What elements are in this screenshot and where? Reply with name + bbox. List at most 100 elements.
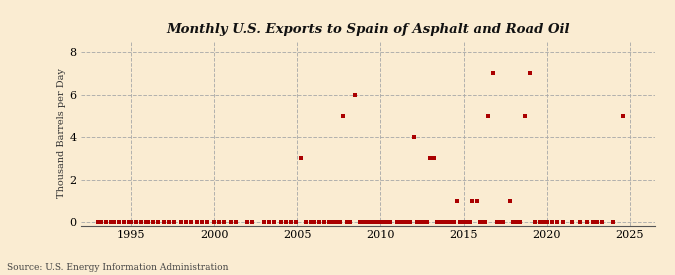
Point xyxy=(335,220,346,224)
Point xyxy=(313,220,324,224)
Point xyxy=(551,220,562,224)
Point xyxy=(176,220,186,224)
Title: Monthly U.S. Exports to Spain of Asphalt and Road Oil: Monthly U.S. Exports to Spain of Asphalt… xyxy=(166,23,570,36)
Point xyxy=(435,220,446,224)
Point xyxy=(546,220,557,224)
Point xyxy=(350,92,361,97)
Point xyxy=(372,220,383,224)
Point xyxy=(202,220,213,224)
Point xyxy=(92,220,103,224)
Point xyxy=(445,220,456,224)
Point xyxy=(452,199,462,203)
Point xyxy=(142,220,153,224)
Point xyxy=(458,220,469,224)
Point xyxy=(385,220,396,224)
Point xyxy=(338,114,348,118)
Point xyxy=(491,220,502,224)
Point xyxy=(209,220,219,224)
Point xyxy=(398,220,409,224)
Point xyxy=(342,220,352,224)
Point xyxy=(180,220,191,224)
Point xyxy=(225,220,236,224)
Point xyxy=(192,220,202,224)
Point xyxy=(428,156,439,161)
Point xyxy=(119,220,130,224)
Point xyxy=(498,220,509,224)
Point xyxy=(488,71,499,75)
Point xyxy=(558,220,568,224)
Point xyxy=(441,220,452,224)
Y-axis label: Thousand Barrels per Day: Thousand Barrels per Day xyxy=(57,68,65,198)
Point xyxy=(126,220,136,224)
Point xyxy=(478,220,489,224)
Point xyxy=(96,220,107,224)
Point xyxy=(219,220,230,224)
Point xyxy=(169,220,180,224)
Point xyxy=(259,220,269,224)
Point xyxy=(295,156,306,161)
Point xyxy=(269,220,279,224)
Point xyxy=(438,220,449,224)
Point xyxy=(591,220,602,224)
Point xyxy=(535,220,545,224)
Point xyxy=(308,220,319,224)
Point xyxy=(588,220,599,224)
Point xyxy=(275,220,286,224)
Point xyxy=(325,220,336,224)
Point xyxy=(618,114,628,118)
Point xyxy=(381,220,392,224)
Point xyxy=(358,220,369,224)
Point xyxy=(408,135,419,139)
Point xyxy=(345,220,356,224)
Point xyxy=(392,220,402,224)
Point xyxy=(402,220,412,224)
Point xyxy=(147,220,158,224)
Point xyxy=(300,220,311,224)
Point xyxy=(508,220,519,224)
Point xyxy=(466,199,477,203)
Point xyxy=(495,220,506,224)
Point xyxy=(136,220,146,224)
Point xyxy=(290,220,301,224)
Point xyxy=(362,220,373,224)
Point xyxy=(475,220,485,224)
Point xyxy=(566,220,577,224)
Point xyxy=(140,220,151,224)
Point xyxy=(230,220,241,224)
Point xyxy=(405,220,416,224)
Point xyxy=(538,220,549,224)
Point xyxy=(263,220,274,224)
Point xyxy=(520,114,531,118)
Point xyxy=(124,220,134,224)
Point xyxy=(159,220,169,224)
Point xyxy=(247,220,258,224)
Point xyxy=(105,220,116,224)
Point xyxy=(483,114,494,118)
Point xyxy=(365,220,376,224)
Point xyxy=(323,220,334,224)
Point xyxy=(213,220,224,224)
Point xyxy=(524,71,535,75)
Point xyxy=(412,220,423,224)
Point xyxy=(186,220,196,224)
Point xyxy=(425,156,435,161)
Point xyxy=(130,220,141,224)
Point xyxy=(471,199,482,203)
Point xyxy=(375,220,385,224)
Text: Source: U.S. Energy Information Administration: Source: U.S. Energy Information Administ… xyxy=(7,263,228,272)
Point xyxy=(355,220,366,224)
Point xyxy=(608,220,618,224)
Point xyxy=(101,220,111,224)
Point xyxy=(197,220,208,224)
Point xyxy=(448,220,459,224)
Point xyxy=(465,220,476,224)
Point xyxy=(418,220,429,224)
Point xyxy=(152,220,163,224)
Point xyxy=(328,220,339,224)
Point xyxy=(505,199,516,203)
Point xyxy=(480,220,491,224)
Point xyxy=(395,220,406,224)
Point xyxy=(455,220,466,224)
Point xyxy=(378,220,389,224)
Point xyxy=(421,220,432,224)
